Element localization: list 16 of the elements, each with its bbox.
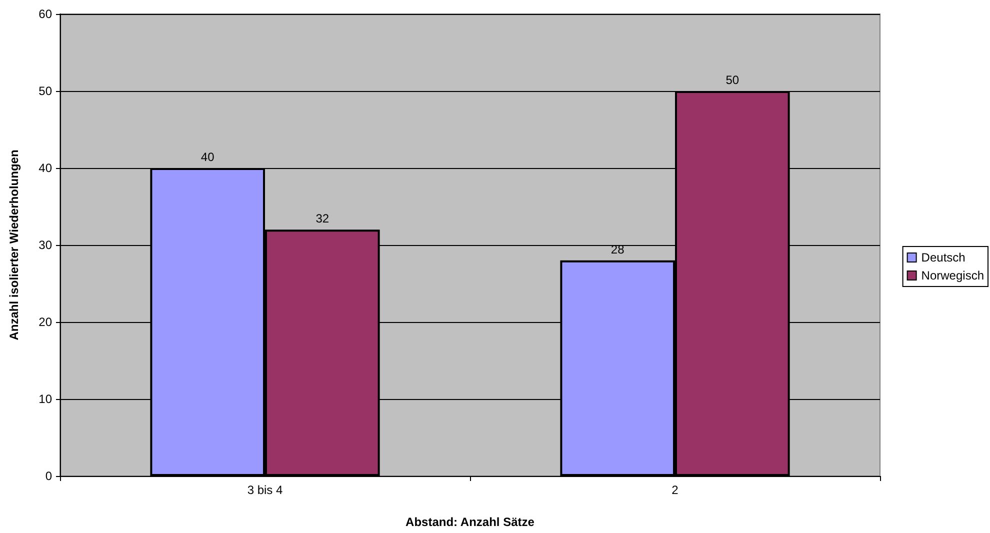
x-tick-label: 3 bis 4 (247, 483, 283, 497)
x-axis-title: Abstand: Anzahl Sätze (406, 515, 535, 529)
y-tick-label: 10 (38, 392, 52, 406)
y-tick-label: 50 (38, 84, 52, 98)
data-label: 40 (200, 150, 215, 164)
y-tick-label: 30 (38, 238, 52, 252)
data-label: 32 (316, 212, 330, 226)
y-tick-label: 40 (38, 161, 52, 175)
x-tick-label: 2 (672, 483, 679, 497)
y-axis-title: Anzahl isolierter Wiederholungen (7, 150, 21, 340)
y-tick-label: 60 (38, 7, 52, 21)
data-label: 50 (726, 73, 740, 87)
legend-label: Deutsch (921, 250, 966, 264)
y-tick-label: 20 (38, 315, 52, 329)
y-tick-label: 0 (45, 469, 52, 483)
legend-label: Norwegisch (921, 268, 984, 282)
